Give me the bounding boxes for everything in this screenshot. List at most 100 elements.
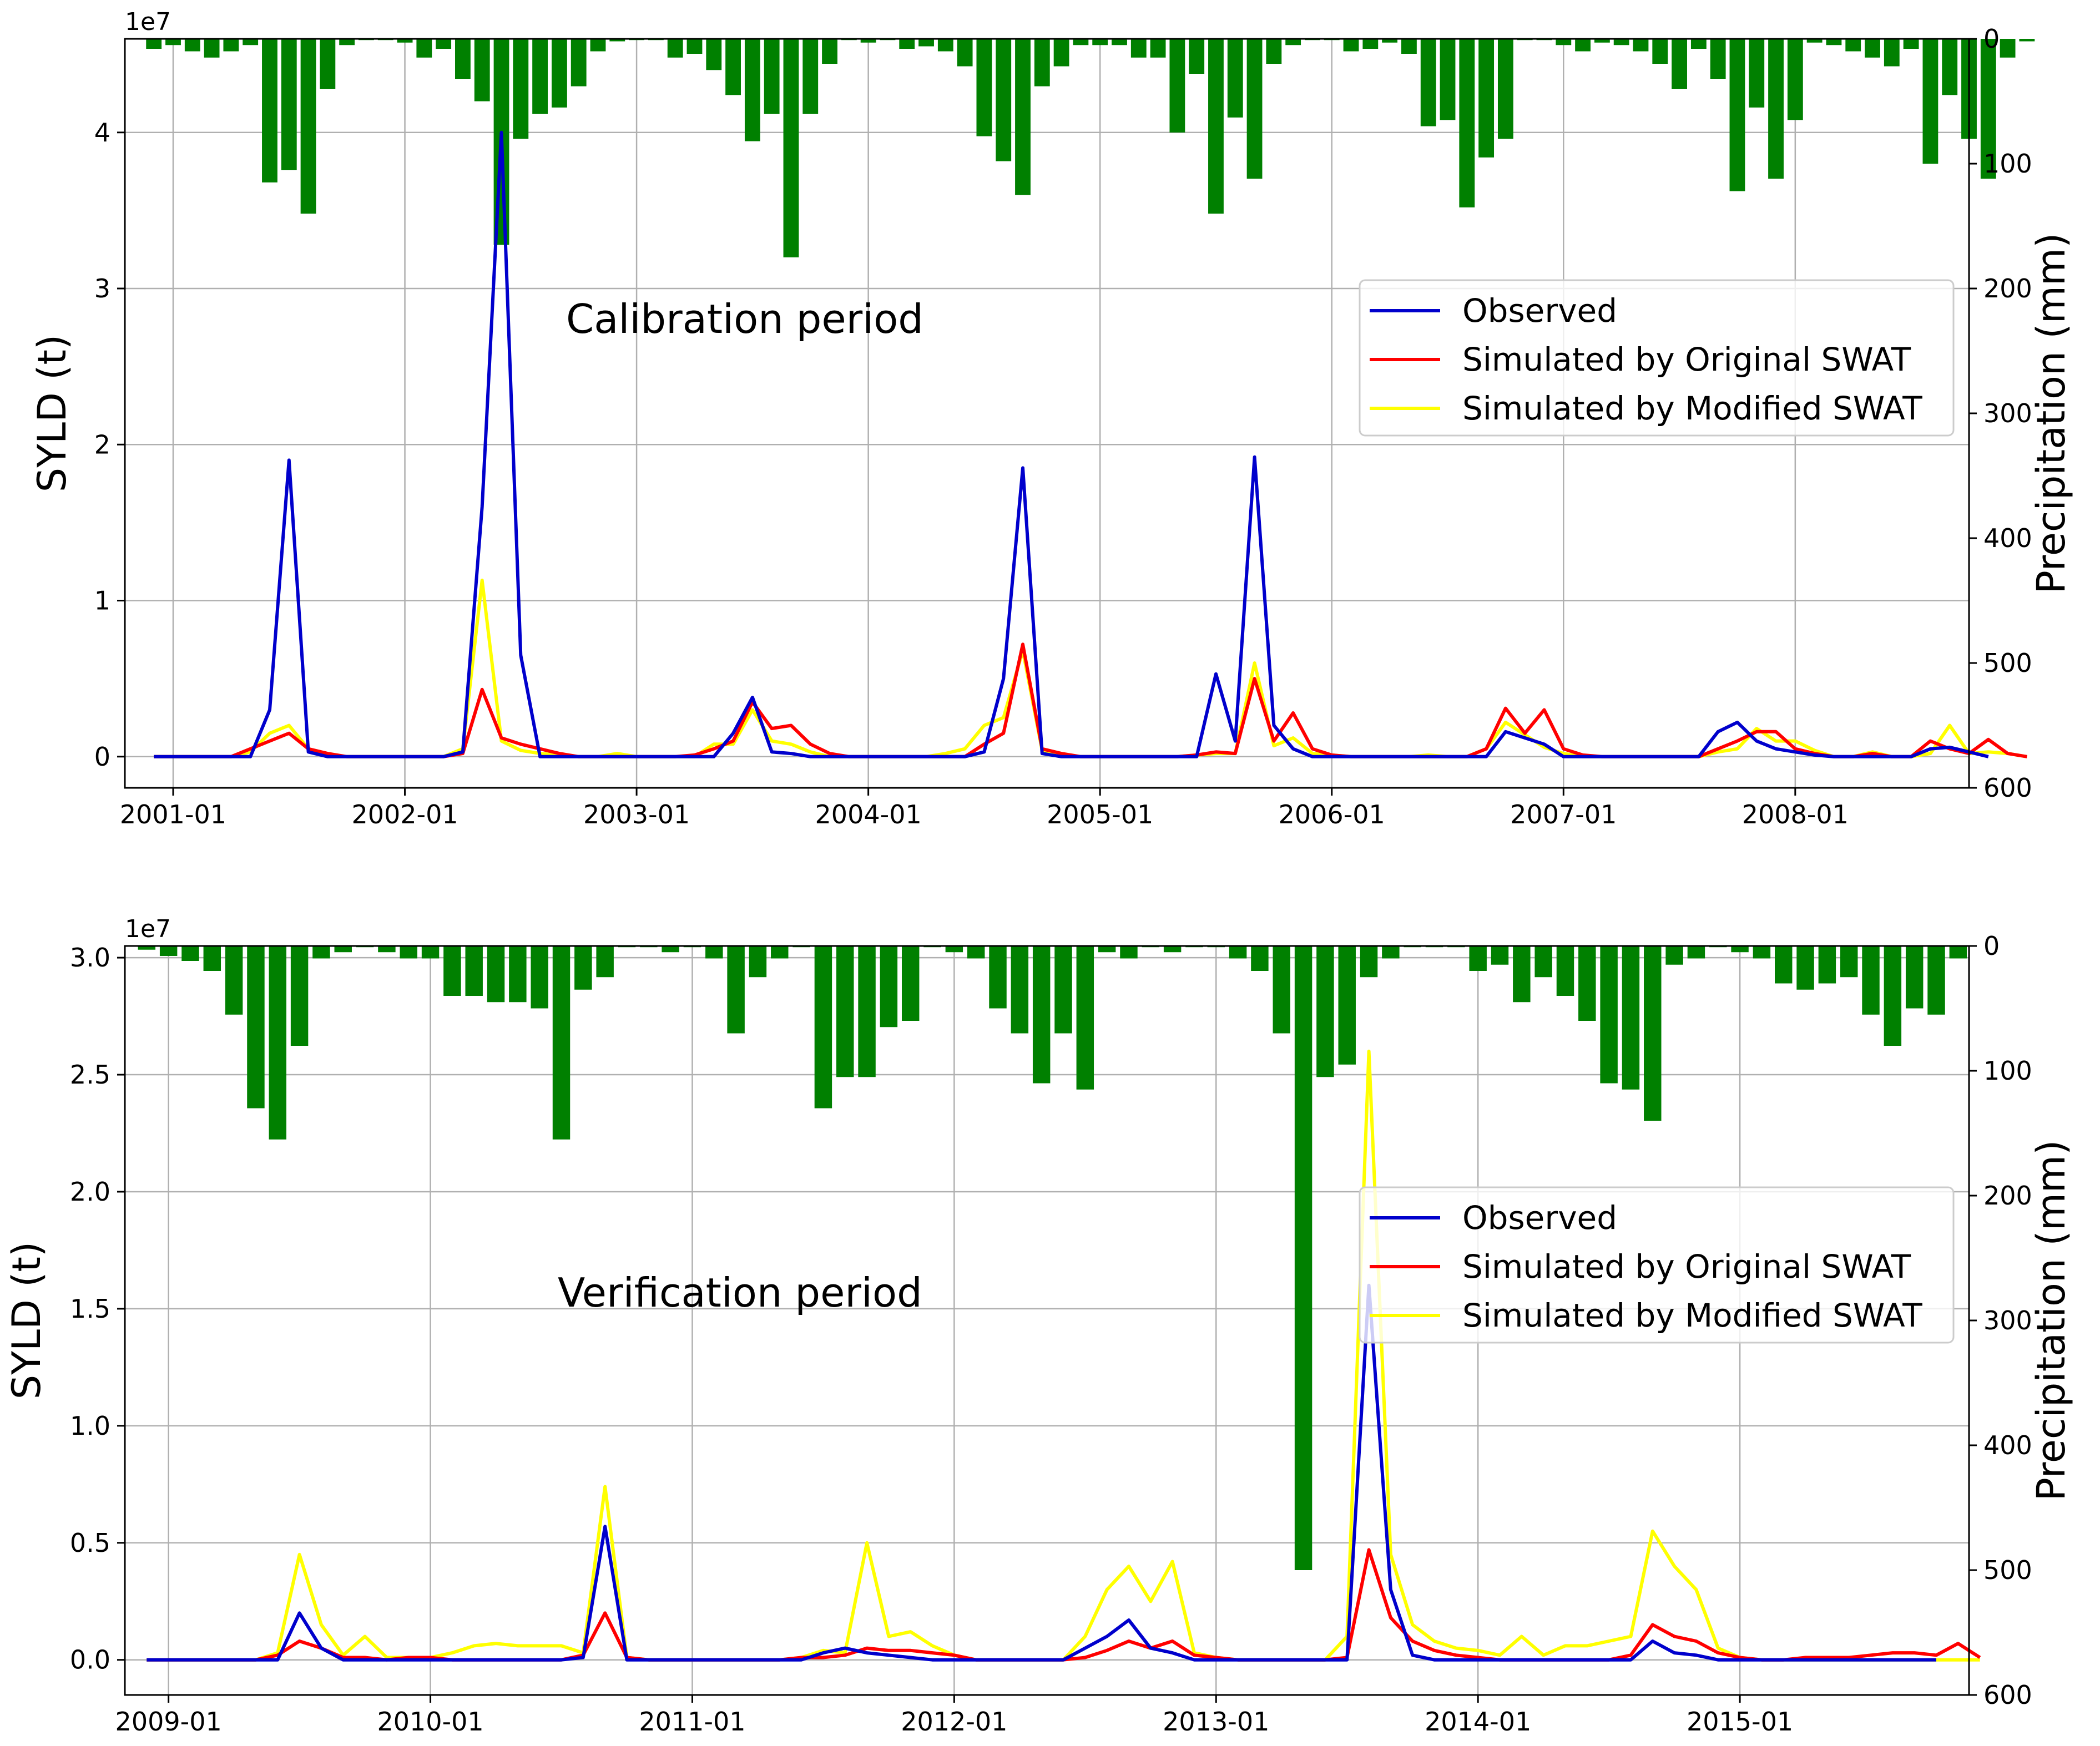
precipitation-bar	[400, 946, 417, 959]
precipitation-bar	[771, 946, 789, 959]
precipitation-bar	[1687, 946, 1705, 959]
y-axis-label: SYLD (t)	[4, 1242, 49, 1399]
precipitation-bar	[1594, 39, 1610, 43]
precipitation-bar	[378, 946, 396, 953]
precipitation-bar	[1672, 39, 1687, 89]
precipitation-bar	[1768, 39, 1784, 179]
precipitation-bar	[858, 946, 876, 1077]
precipitation-bar	[1600, 946, 1618, 1084]
precipitation-bar	[1613, 39, 1629, 45]
precipitation-bar	[590, 39, 606, 52]
precipitation-bar	[957, 39, 973, 67]
precipitation-bar	[551, 39, 567, 108]
precipitation-bar	[836, 946, 854, 1077]
precipitation-bar	[1775, 946, 1793, 984]
precipitation-bar	[1120, 946, 1138, 959]
y-tick-label: 3	[94, 274, 110, 303]
x-tick-label: 2007-01	[1510, 799, 1617, 829]
legend: Observed Simulated by Original SWAT Simula…	[1359, 1186, 1955, 1344]
precipitation-bar	[1092, 39, 1108, 45]
y-tick-label: 1.0	[70, 1411, 110, 1441]
precipitation-bar	[1316, 946, 1334, 1077]
x-tick-label: 2015-01	[1687, 1707, 1793, 1737]
precipitation-bar	[421, 946, 440, 959]
x-tick-label: 2010-01	[377, 1707, 483, 1737]
precipitation-bar	[1884, 39, 1900, 67]
precipitation-bar	[1690, 39, 1707, 49]
precipitation-bar	[1440, 39, 1456, 120]
precipitation-bar	[138, 946, 156, 950]
precipitation-bar	[165, 39, 181, 45]
y-tick-label: 0.0	[70, 1645, 110, 1675]
legend: Observed Simulated by Original SWAT Simula…	[1359, 279, 1955, 437]
precipitation-bar	[1266, 39, 1282, 64]
y-axis-label: SYLD (t)	[29, 335, 75, 492]
precipitation-bar	[596, 946, 614, 978]
y-tick-label: 0.5	[70, 1528, 110, 1558]
precipitation-bar	[1169, 39, 1185, 133]
precipitation-bar	[967, 946, 985, 959]
precipitation-bar	[223, 39, 239, 52]
series-line-modified	[147, 1049, 1980, 1662]
precipitation-bar	[552, 946, 571, 1140]
precipitation-bar	[1208, 39, 1224, 214]
precipitation-bar	[2019, 39, 2035, 42]
precipitation-bar	[2000, 39, 2016, 58]
precipitation-bar	[899, 39, 915, 49]
precipitation-bar	[159, 946, 178, 956]
precipitation-bars	[146, 39, 2035, 257]
legend-label: Observed	[1462, 1199, 1617, 1237]
y2-tick-label: 400	[1983, 1430, 2032, 1460]
precipitation-bar	[1382, 39, 1398, 43]
precipitation-bar	[976, 39, 992, 136]
precipitation-bar	[1189, 39, 1205, 74]
y2-tick-label: 0	[1983, 931, 2000, 961]
precipitation-bar	[880, 946, 898, 1028]
precipitation-bar	[247, 946, 265, 1109]
precipitation-bar	[1285, 39, 1301, 45]
precipitation-bar	[802, 39, 819, 114]
precipitation-bar	[1401, 39, 1417, 54]
precipitation-bar	[901, 946, 920, 1021]
precipitation-bar	[1338, 946, 1356, 1065]
precipitation-bars	[138, 946, 1967, 1570]
y2-tick-label: 300	[1983, 398, 2032, 428]
y-tick-label: 3.0	[70, 943, 110, 973]
precipitation-bar	[814, 946, 832, 1109]
precipitation-bar	[397, 39, 413, 43]
precipitation-bar	[1469, 946, 1487, 971]
precipitation-bar	[1622, 946, 1640, 1090]
x-tick-label: 2003-01	[583, 799, 690, 829]
y2-tick-label: 400	[1983, 523, 2032, 553]
y2-tick-label: 0	[1983, 24, 2000, 54]
chart-panel-1: 2009-01 2010-01 2011-01 2012-01 2013-01 2014-…	[4, 915, 2074, 1737]
precipitation-bar	[1362, 39, 1379, 49]
x-tick-label: 2004-01	[815, 799, 922, 829]
precipitation-bar	[662, 946, 679, 953]
precipitation-bar	[1949, 946, 1967, 959]
precipitation-bar	[290, 946, 309, 1046]
precipitation-bar	[1073, 39, 1089, 45]
precipitation-bar	[1749, 39, 1765, 108]
precipitation-bar	[225, 946, 243, 1015]
precipitation-bar	[1942, 39, 1958, 95]
precipitation-bar	[334, 946, 352, 953]
precipitation-bar	[436, 39, 452, 49]
precipitation-bar	[1903, 39, 1919, 49]
precipitation-bar	[945, 946, 963, 953]
precipitation-bar	[667, 39, 683, 58]
y-offset-label: 1e7	[125, 915, 171, 943]
y-tick-label: 0	[94, 742, 110, 772]
x-tick-label: 2011-01	[639, 1707, 745, 1737]
precipitation-bar	[1753, 946, 1771, 959]
precipitation-bar	[1227, 39, 1243, 118]
precipitation-bar	[989, 946, 1007, 1009]
precipitation-bar	[822, 39, 837, 64]
precipitation-bar	[1015, 39, 1031, 195]
precipitation-bar	[571, 39, 587, 87]
precipitation-bar	[996, 39, 1012, 161]
precipitation-bar	[1130, 39, 1147, 58]
precipitation-bar	[1459, 39, 1475, 208]
precipitation-bar	[1980, 39, 1996, 179]
